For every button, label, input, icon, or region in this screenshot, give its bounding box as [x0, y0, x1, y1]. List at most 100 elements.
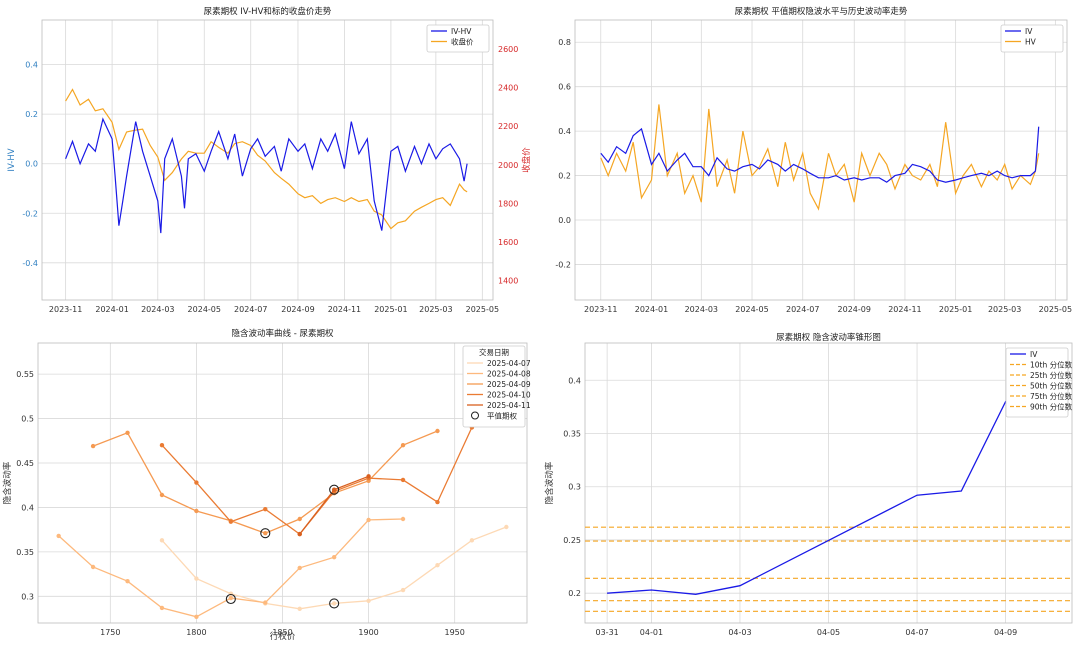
x-tick-label: 2024-01 [95, 305, 128, 314]
legend-label: 10th 分位数 [1030, 360, 1073, 370]
legend-label: 2025-04-09 [487, 380, 531, 389]
y2-tick-label: 2600 [498, 45, 518, 54]
legend-label: 收盘价 [451, 37, 474, 47]
x-tick-label: 2024-09 [838, 305, 871, 314]
x-tick-label: 2024-05 [188, 305, 221, 314]
smile-point [159, 605, 165, 611]
y-axis-label: 隐含波动率 [544, 461, 555, 504]
chart-iv-smile: 隐含波动率曲线 - 尿素期权 1750 1800 1850 1900 1950 0.3 0.3… [2, 328, 531, 642]
series-line-iv [607, 358, 1051, 595]
chart-atm-iv-hv: 尿素期权 平值期权隐波水平与历史波动率走势 2023-11 2024-01 2024-… [555, 6, 1072, 314]
y2-tick-label: 1400 [498, 277, 518, 286]
y-tick-label: 0.3 [21, 592, 34, 601]
plot-frame [41, 19, 494, 301]
smile-point [297, 565, 302, 571]
legend-label: 90th 分位数 [1030, 402, 1073, 412]
y-tick-label: -0.4 [22, 259, 38, 268]
chart-title: 尿素期权 IV-HV和标的收盘价走势 [204, 6, 332, 17]
smile-point [159, 492, 165, 498]
smile-point [263, 507, 268, 512]
x-tick-label: 2024-07 [786, 305, 819, 314]
smile-point [159, 538, 165, 543]
plot-frame [584, 342, 1073, 624]
y-tick-label: 0.3 [568, 483, 581, 492]
legend-label: IV-HV [451, 27, 472, 36]
legend-label: IV [1030, 350, 1038, 359]
legend-label: 25th 分位数 [1030, 370, 1073, 380]
y-tick-label: 0.5 [21, 415, 34, 424]
x-tick-label: 2023-11 [49, 305, 82, 314]
smile-point [125, 579, 130, 584]
legend-box [462, 345, 526, 428]
y2-tick-label: 1800 [498, 199, 518, 208]
chart-iv-hv-price: 尿素期权 IV-HV和标的收盘价走势 2023-11 2024-01 2024-03 2… [7, 6, 532, 314]
plot-frame [37, 342, 528, 624]
x-tick-label: 04-05 [817, 628, 840, 637]
legend-label: 2025-04-08 [487, 370, 531, 379]
legend-title: 交易日期 [479, 347, 509, 357]
smile-point [297, 516, 302, 522]
y-tick-label: 0.2 [25, 110, 38, 119]
smile-point [331, 487, 337, 492]
x-tick-label: 1850 [272, 628, 292, 637]
x-tick-label: 2025-05 [466, 305, 499, 314]
x-tick-label: 1800 [186, 628, 206, 637]
plot-frame [574, 19, 1068, 301]
smile-point [297, 606, 302, 611]
atm-marker [329, 484, 340, 495]
smile-point [194, 480, 199, 485]
smile-point [331, 555, 337, 560]
y-tick-label: 0.6 [558, 83, 571, 92]
smile-point [159, 443, 165, 448]
x-axis-label: 行权价 [270, 631, 296, 642]
series-line-close-price [65, 88, 468, 230]
y-tick-label: 0.55 [16, 370, 34, 379]
y-tick-label: 0.45 [16, 459, 34, 468]
legend-label: IV [1025, 27, 1033, 36]
smile-point [400, 477, 406, 483]
smile-point [90, 564, 96, 570]
legend-box [1005, 347, 1069, 418]
atm-marker [225, 593, 236, 605]
x-tick-label: 2024-01 [635, 305, 668, 314]
smile-point [263, 531, 268, 536]
chart-iv-cone: 尿素期权 隐含波动率锥形图 03-31 04-01 04-03 04-05 04-07 04… [544, 332, 1073, 637]
smile-point [400, 516, 406, 522]
legend-box [426, 24, 490, 53]
chart-title: 隐含波动率曲线 - 尿素期权 [232, 328, 334, 339]
legend-box [1000, 24, 1064, 53]
y-tick-label: 0.8 [558, 38, 571, 47]
legend-label: 2025-04-07 [487, 359, 531, 368]
x-tick-label: 2025-01 [374, 305, 407, 314]
x-tick-label: 2024-03 [685, 305, 718, 314]
smile-point [366, 474, 371, 479]
x-tick-label: 2024-09 [281, 305, 314, 314]
legend-marker-atm [471, 411, 479, 420]
smile-point [194, 614, 199, 619]
smile-point [56, 533, 61, 539]
x-tick-label: 2024-05 [735, 305, 768, 314]
smile-point [435, 499, 440, 505]
x-tick-label: 2024-07 [234, 305, 267, 314]
y-tick-label: 0.35 [16, 548, 34, 557]
smile-point [194, 576, 199, 581]
x-tick-label: 2025-03 [419, 305, 452, 314]
x-tick-label: 04-01 [640, 628, 663, 637]
y-tick-label: 0.4 [21, 503, 34, 512]
x-tick-label: 03-31 [596, 628, 619, 637]
x-tick-label: 2025-01 [939, 305, 972, 314]
smile-point [435, 428, 440, 434]
smile-point [400, 587, 406, 593]
smile-point [331, 601, 337, 606]
x-tick-label: 1750 [100, 628, 120, 637]
y-tick-label: 0.0 [558, 216, 571, 225]
x-tick-label: 1950 [445, 628, 465, 637]
atm-marker [260, 528, 271, 539]
chart-title: 尿素期权 隐含波动率锥形图 [776, 332, 881, 343]
x-tick-label: 2025-03 [988, 305, 1021, 314]
y-tick-label: 0.2 [568, 589, 581, 598]
y-axis-label: IV-HV [7, 148, 17, 171]
x-tick-label: 2025-05 [1039, 305, 1072, 314]
